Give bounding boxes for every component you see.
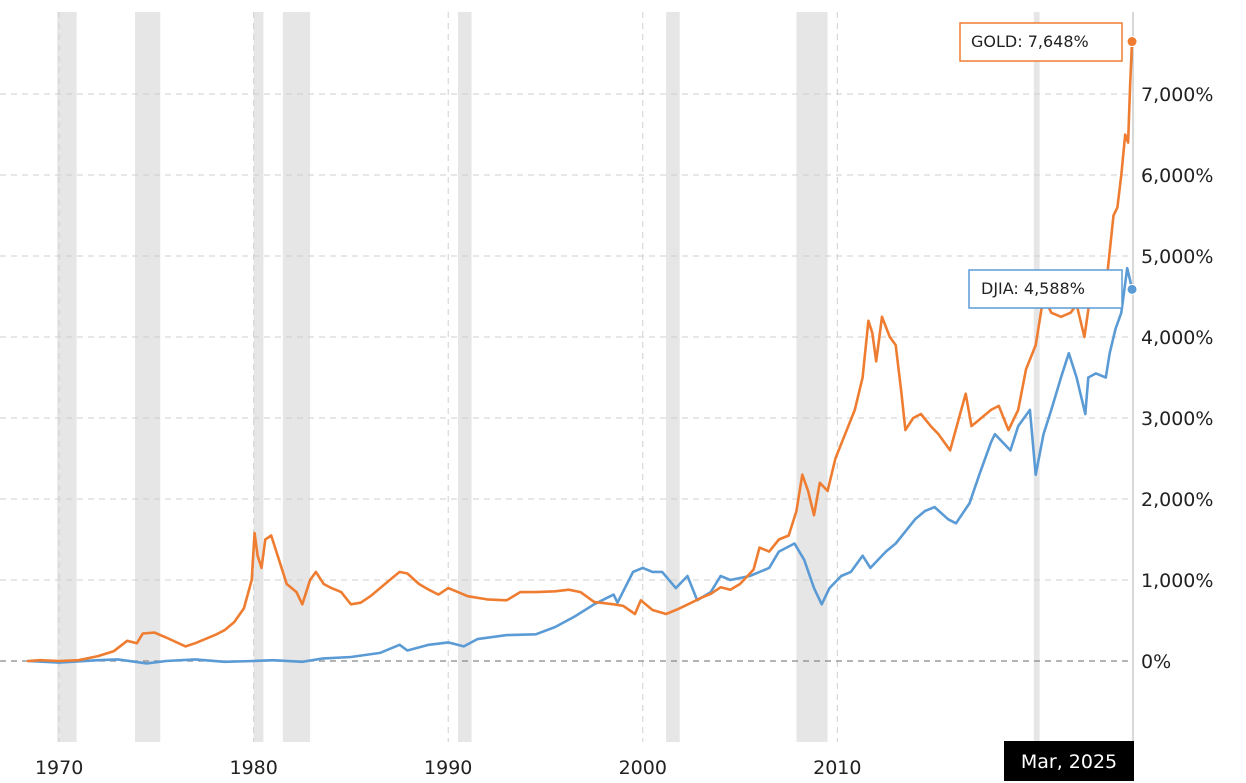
y-tick-label: 2,000%	[1141, 489, 1213, 511]
y-tick-label: 6,000%	[1141, 165, 1213, 187]
y-tick-label: 3,000%	[1141, 408, 1213, 430]
x-tick-label: 1970	[35, 757, 83, 779]
x-tick-label: 1990	[424, 757, 472, 779]
recession-band-2	[253, 12, 264, 742]
y-tick-label: 4,000%	[1141, 327, 1213, 349]
series-line-djia[interactable]	[26, 266, 1134, 665]
series-line-gold[interactable]	[26, 40, 1134, 663]
cursor-date-text: Mar, 2025	[1021, 751, 1117, 773]
recession-band-7	[1033, 12, 1040, 742]
series-lines[interactable]	[26, 40, 1134, 665]
series-end-marker-djia[interactable]	[1126, 283, 1138, 295]
gridlines	[0, 12, 1133, 742]
y-tick-label: 7,000%	[1141, 84, 1213, 106]
djia-end-tag[interactable]: DJIA: 4,588%	[968, 269, 1123, 309]
y-tick-label: 5,000%	[1141, 246, 1213, 268]
cursor-date-label: Mar, 2025	[1004, 741, 1134, 781]
recession-band-5	[666, 12, 680, 742]
x-tick-label: 1980	[229, 757, 277, 779]
recession-band-1	[134, 12, 161, 742]
y-tick-label: 0%	[1141, 651, 1171, 673]
y-tick-label: 1,000%	[1141, 570, 1213, 592]
x-axis-tick-labels: 1970 1980 1990 2000 2010	[35, 757, 862, 779]
gold-end-tag-label: GOLD: 7,648%	[971, 32, 1089, 51]
recession-band-6	[796, 12, 828, 742]
recession-bands	[57, 12, 1040, 742]
series-end-marker-gold[interactable]	[1126, 36, 1138, 48]
x-tick-label: 2000	[619, 757, 667, 779]
recession-band-3	[282, 12, 311, 742]
cursor-date-box	[1004, 741, 1134, 781]
djia-end-tag-label: DJIA: 4,588%	[981, 279, 1085, 298]
series-end-markers[interactable]	[1126, 36, 1138, 295]
djia-end-tag-box	[968, 269, 1123, 309]
recession-band-4	[457, 12, 472, 742]
gold-end-tag[interactable]: GOLD: 7,648%	[959, 22, 1123, 62]
recession-band-0	[57, 12, 77, 742]
y-axis-tick-labels: 0% 1,000% 2,000% 3,000% 4,000% 5,000% 6,000% 7,…	[1141, 84, 1213, 673]
x-tick-label: 2010	[813, 757, 861, 779]
gold-end-tag-box	[959, 22, 1123, 62]
